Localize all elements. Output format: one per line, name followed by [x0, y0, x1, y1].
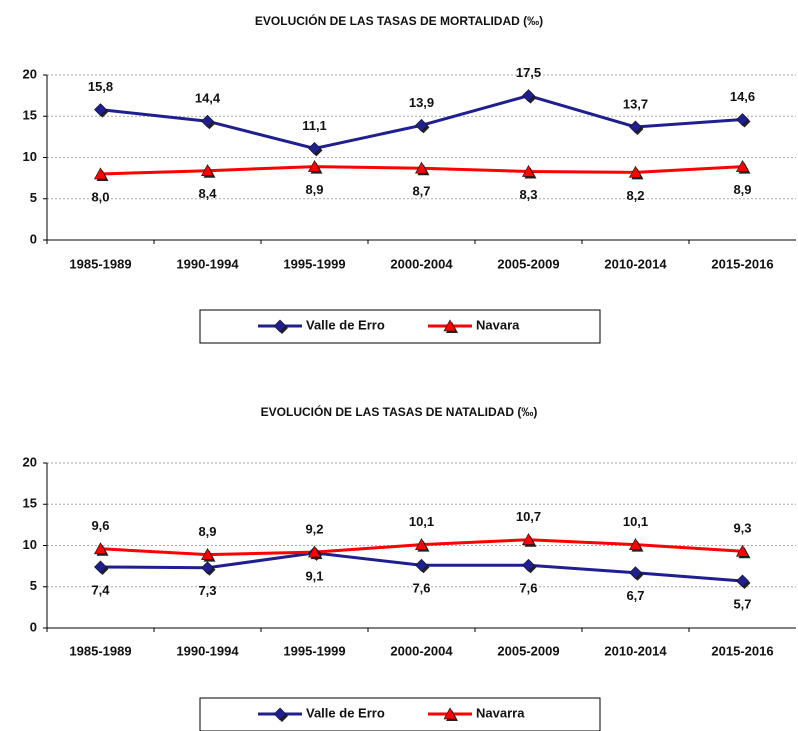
point — [629, 566, 642, 580]
point — [628, 538, 643, 550]
point — [628, 165, 643, 178]
y-tick-label: 15 — [23, 496, 37, 511]
data-label: 10,1 — [409, 514, 434, 529]
y-tick-label: 15 — [23, 108, 37, 123]
data-label: 9,1 — [305, 568, 323, 583]
data-label: 17,5 — [516, 65, 541, 80]
x-tick-label: 1985-1989 — [69, 643, 131, 658]
x-tick-label: 2015-2016 — [711, 256, 773, 271]
x-tick-label: 2005-2009 — [497, 643, 559, 658]
x-tick-label: 1995-1999 — [283, 256, 345, 271]
chart-title: EVOLUCIÓN DE LAS TASAS DE MORTALIDAD (‰) — [255, 13, 543, 28]
data-label: 7,6 — [412, 581, 430, 596]
data-label: 8,0 — [91, 189, 109, 204]
data-label: 9,2 — [305, 522, 323, 537]
data-label: 9,3 — [733, 521, 751, 536]
point — [629, 120, 642, 134]
y-tick-label: 10 — [23, 537, 37, 552]
data-label: 5,7 — [733, 596, 751, 611]
data-label: 8,3 — [519, 187, 537, 202]
point — [307, 159, 322, 172]
point — [736, 574, 749, 588]
data-label: 10,1 — [623, 514, 648, 529]
data-label: 6,7 — [626, 588, 644, 603]
data-label: 13,9 — [409, 95, 434, 110]
data-label: 7,3 — [198, 583, 216, 598]
point — [415, 118, 428, 132]
point — [521, 533, 536, 546]
data-label: 8,2 — [626, 188, 644, 203]
x-tick-label: 1995-1999 — [283, 643, 345, 658]
point — [94, 560, 107, 574]
point — [521, 164, 536, 177]
point — [307, 545, 322, 558]
data-label: 13,7 — [623, 96, 648, 111]
legend-marker — [273, 707, 287, 721]
legend-marker — [273, 319, 287, 333]
x-tick-label: 2010-2014 — [604, 643, 667, 658]
data-label: 8,7 — [412, 184, 430, 199]
data-label: 8,9 — [305, 182, 323, 197]
data-label: 14,4 — [195, 91, 221, 106]
y-tick-label: 0 — [30, 231, 37, 246]
x-tick-label: 2000-2004 — [390, 643, 453, 658]
point — [414, 538, 429, 550]
data-label: 8,9 — [198, 524, 216, 539]
point — [414, 161, 429, 174]
legend-label: Valle de Erro — [306, 705, 385, 720]
y-tick-label: 10 — [23, 149, 37, 164]
y-tick-label: 5 — [30, 578, 37, 593]
legend-marker — [443, 707, 457, 720]
data-label: 8,9 — [733, 182, 751, 197]
point — [93, 167, 108, 180]
y-tick-label: 0 — [30, 619, 37, 634]
data-label: 15,8 — [88, 79, 113, 94]
x-tick-label: 2010-2014 — [604, 256, 667, 271]
point — [201, 114, 214, 128]
point — [201, 561, 214, 575]
legend-marker — [443, 319, 457, 332]
point — [200, 547, 215, 560]
point — [415, 558, 428, 572]
point — [735, 544, 750, 557]
legend-label: Navarra — [476, 705, 525, 720]
data-label: 7,6 — [519, 581, 537, 596]
point — [735, 159, 750, 172]
point — [200, 164, 215, 176]
x-tick-label: 2005-2009 — [497, 256, 559, 271]
legend-label: Valle de Erro — [306, 317, 385, 332]
data-label: 7,4 — [91, 582, 110, 597]
legend-label: Navara — [476, 317, 520, 332]
data-label: 9,6 — [91, 518, 109, 533]
data-label: 11,1 — [302, 118, 327, 133]
x-tick-label: 2015-2016 — [711, 643, 773, 658]
y-tick-label: 20 — [23, 66, 37, 81]
point — [736, 113, 749, 126]
x-tick-label: 1990-1994 — [176, 256, 239, 271]
data-label: 14,6 — [730, 89, 755, 104]
point — [94, 103, 107, 117]
point — [522, 89, 535, 103]
point — [93, 542, 108, 555]
point — [522, 558, 535, 572]
y-tick-label: 5 — [30, 190, 37, 205]
data-label: 8,4 — [198, 186, 217, 201]
x-tick-label: 1990-1994 — [176, 643, 239, 658]
data-label: 10,7 — [516, 509, 541, 524]
chart-title: EVOLUCIÓN DE LAS TASAS DE NATALIDAD (‰) — [261, 404, 538, 419]
x-tick-label: 2000-2004 — [390, 256, 453, 271]
y-tick-label: 20 — [23, 454, 37, 469]
point — [308, 142, 321, 155]
x-tick-label: 1985-1989 — [69, 256, 131, 271]
